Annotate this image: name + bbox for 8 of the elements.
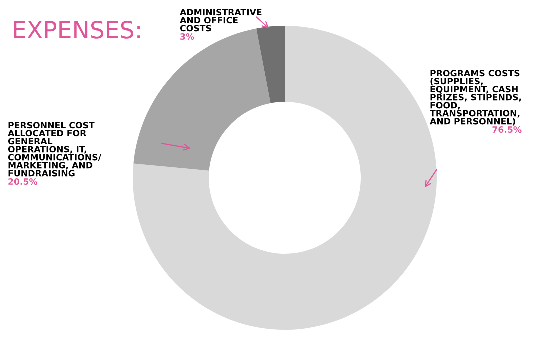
data-label: 20.5% xyxy=(8,178,38,186)
data-label: 76.5% xyxy=(492,126,522,134)
chart-title: EXPENSES: xyxy=(14,20,140,39)
slice-label: ADMINISTRATIVE AND OFFICE COSTS xyxy=(180,9,262,32)
donut-slice xyxy=(256,26,285,104)
slice-label: PERSONNEL COST ALLOCATED FOR GENERAL OPERATIONS, IT, COMMUNICATIONS/ MARKETING, AND FUNDRAISING xyxy=(8,122,102,177)
slice-label: PROGRAMS COSTS (SUPPLIES, EQUIPMENT, CASH PRIZES, STIPENDS, FOOD, TRANSPORTATION, AND PERSONNEL) xyxy=(430,70,522,126)
data-label: 3% xyxy=(180,34,194,40)
